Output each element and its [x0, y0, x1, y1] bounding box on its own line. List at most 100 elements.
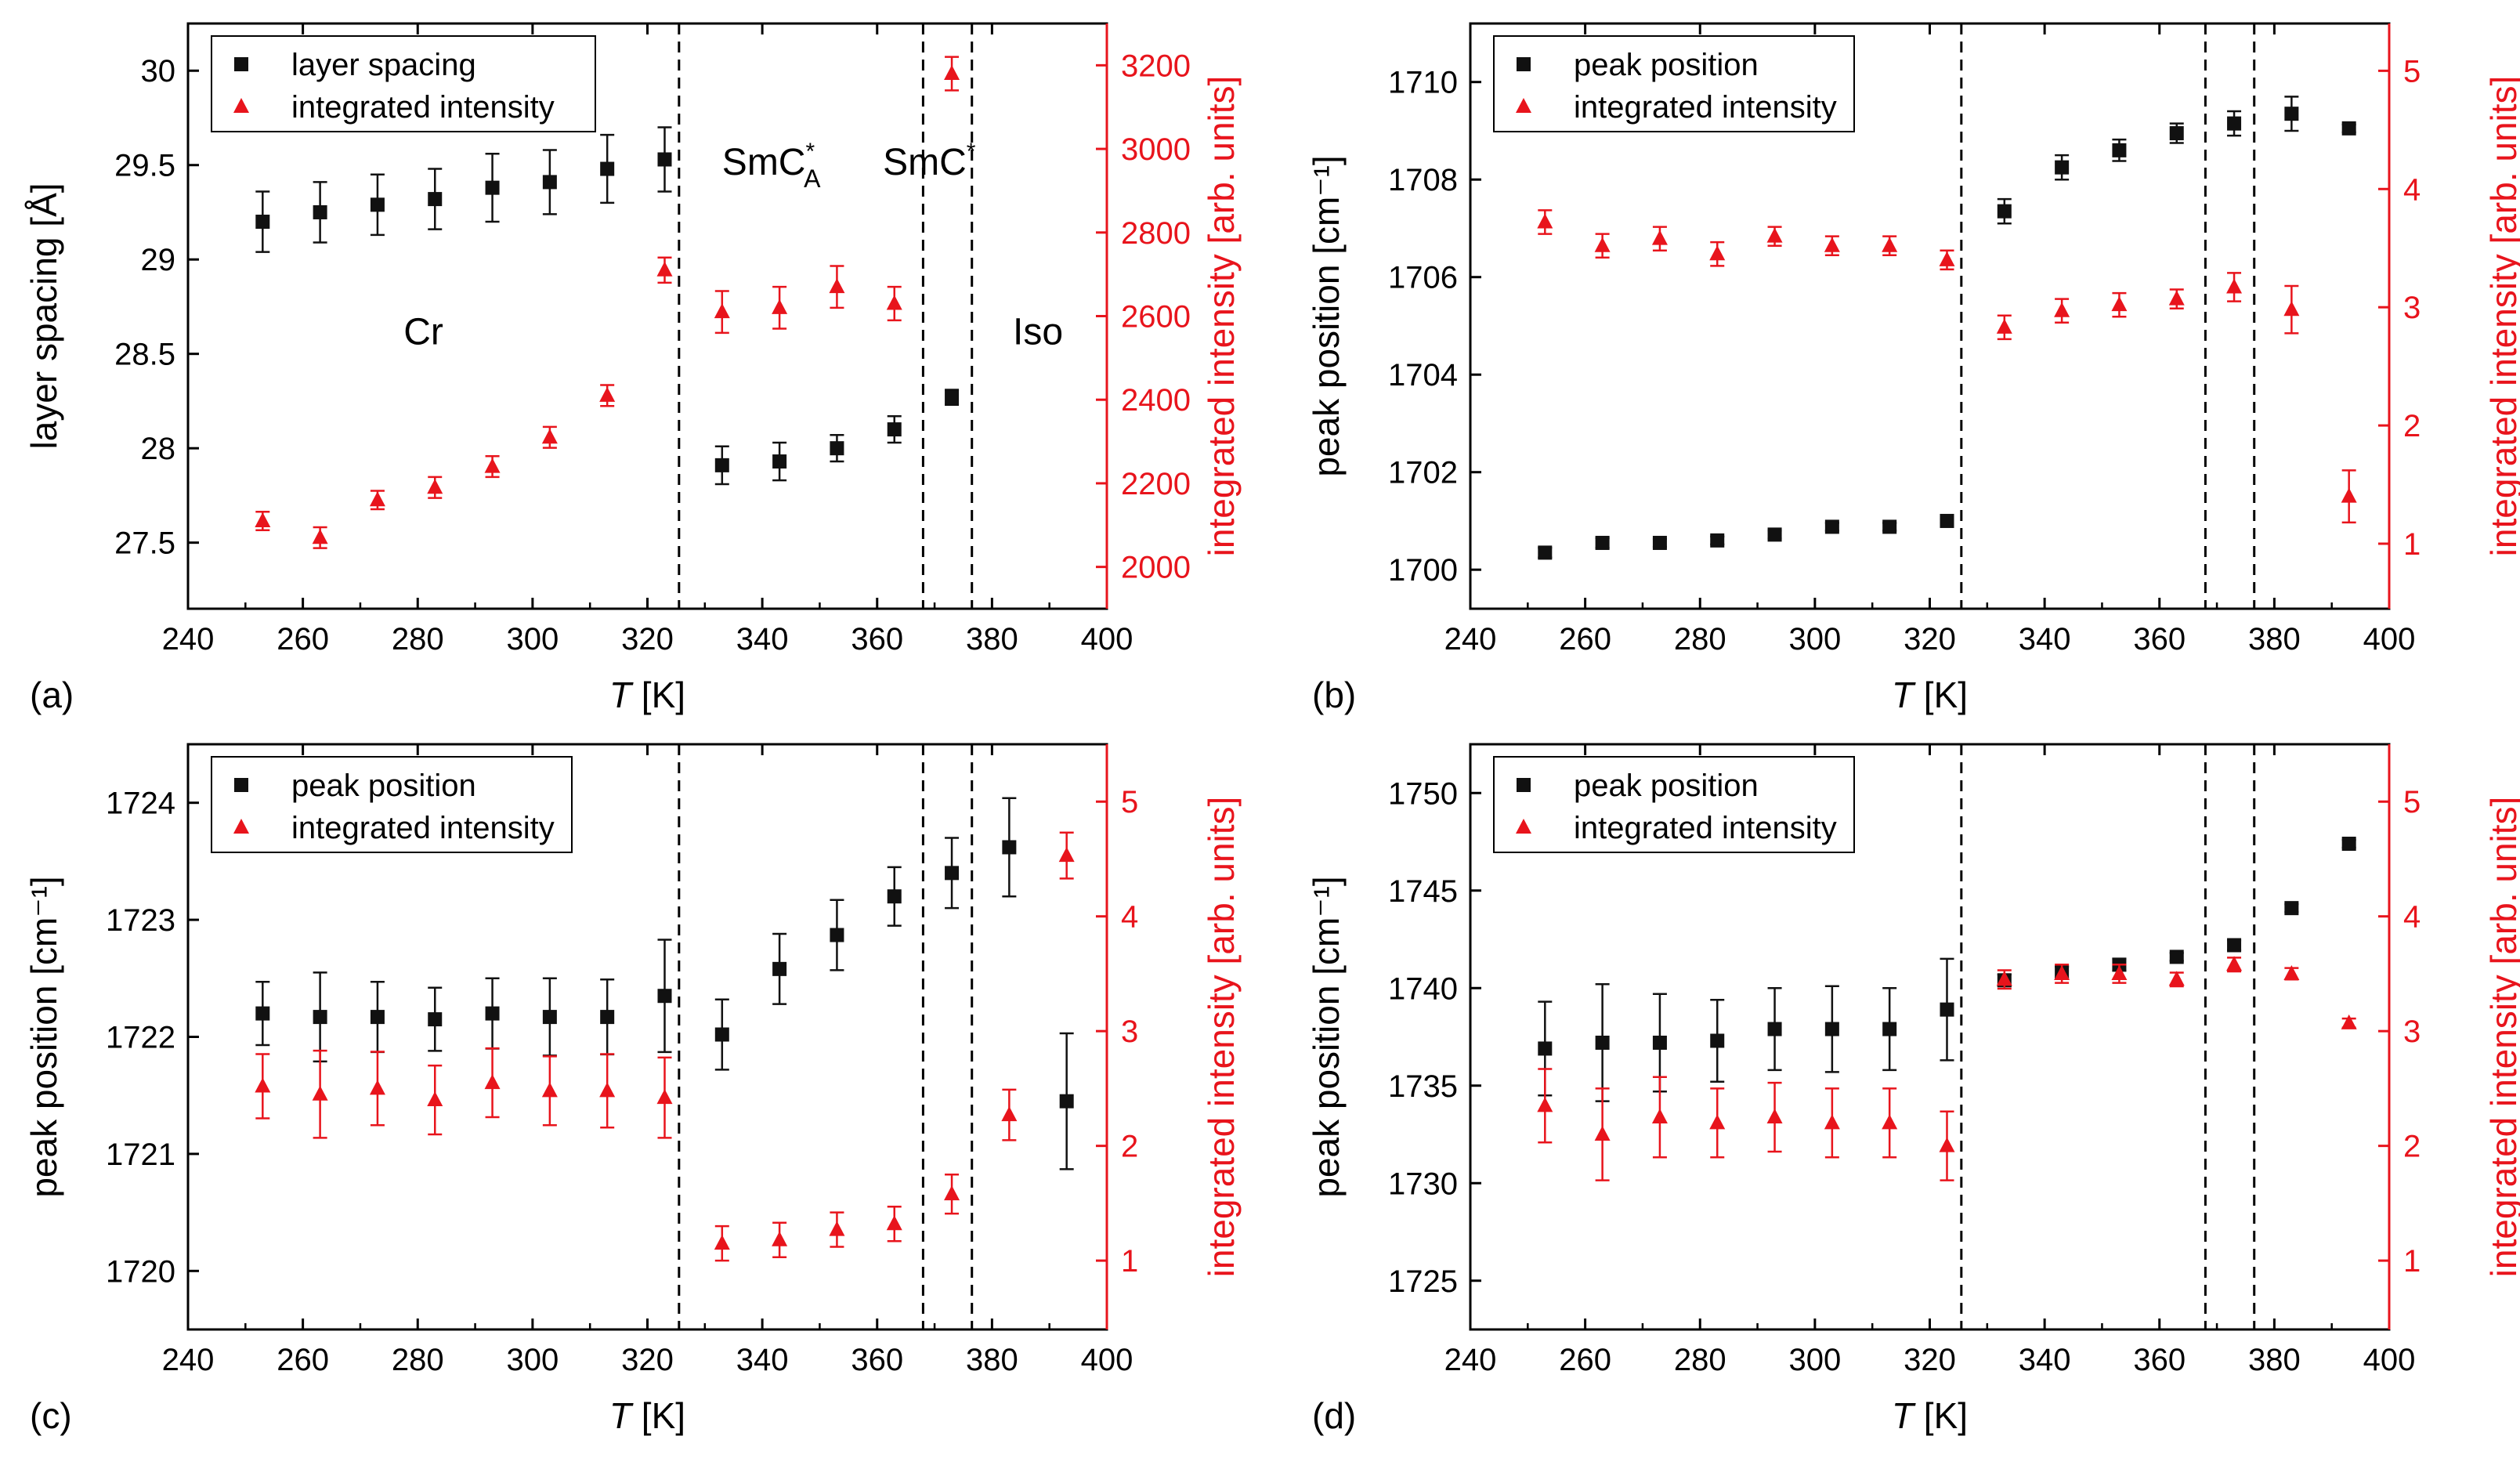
data-point-triangle	[1882, 237, 1898, 252]
data-point-triangle	[886, 295, 902, 310]
y-left-tick-label: 1750	[1388, 776, 1458, 811]
data-point-square	[1059, 1094, 1074, 1109]
data-point-triangle	[944, 65, 960, 81]
y-left-tick-label: 1745	[1388, 874, 1458, 909]
data-point-square	[370, 1010, 385, 1025]
x-tick-label: 260	[1559, 1343, 1611, 1377]
data-point-triangle	[369, 1080, 385, 1095]
y-left-tick-label: 1725	[1388, 1264, 1458, 1299]
data-point-triangle	[944, 1185, 960, 1201]
data-point-square	[428, 1012, 443, 1027]
panel-a: 240 260 280 300 320 340 360 380 400 T [K] (a) 27.5 2…	[24, 22, 1242, 715]
data-point-triangle	[2283, 964, 2300, 980]
panel-d: 240 260 280 300 320 340 360 380 400 T [K] (d) 1725 1…	[1306, 743, 2520, 1436]
x-tick-label: 300	[507, 622, 559, 657]
y-right-tick-label: 1	[1121, 1244, 1138, 1279]
annotation-smc-base: SmC	[883, 142, 967, 183]
data-point-triangle	[541, 429, 558, 444]
data-point-triangle	[2283, 301, 2300, 317]
legend-marker-square	[234, 57, 248, 71]
data-point-square	[772, 961, 787, 976]
y-left-tick-label: 1708	[1388, 163, 1458, 197]
data-point-square	[2055, 160, 2070, 175]
data-point-square	[542, 175, 557, 190]
data-point-triangle	[656, 261, 673, 277]
data-point-triangle	[541, 1082, 558, 1098]
data-point-triangle	[2054, 302, 2070, 317]
legend-marker-square	[1517, 57, 1531, 71]
y-left-tick-label: 1721	[106, 1138, 175, 1172]
y-left-tick-label: 1706	[1388, 261, 1458, 295]
legend-marker-triangle	[1516, 98, 1531, 113]
y-right-tick-label: 4	[1121, 900, 1138, 935]
legend-marker-triangle	[233, 98, 249, 113]
x-tick-label: 240	[162, 622, 215, 657]
data-point-triangle	[1824, 1114, 1840, 1130]
y-left-tick-label: 28	[141, 432, 176, 466]
data-point-square	[1824, 1022, 1839, 1036]
annotation-smca-base: SmC	[722, 142, 806, 183]
data-point-triangle	[1766, 227, 1783, 243]
y-right-tick-label: 3000	[1121, 132, 1191, 167]
y-left-tick-label: 1723	[106, 903, 175, 938]
x-axis-title: T [K]	[609, 675, 685, 715]
legend-label: layer spacing	[291, 48, 476, 82]
data-point-triangle	[255, 512, 271, 527]
y-right-tick-label: 2600	[1121, 300, 1191, 335]
x-tick-label: 320	[621, 622, 674, 657]
x-tick-label: 340	[2019, 622, 2071, 657]
data-point-triangle	[255, 1077, 271, 1093]
data-point-triangle	[2111, 296, 2128, 312]
data-point-square	[485, 1006, 500, 1021]
x-axis-symbol: T	[1892, 1395, 1916, 1436]
data-point-square	[2284, 107, 2299, 121]
x-axis-unit: [K]	[1914, 675, 1968, 715]
data-point-square	[1767, 527, 1782, 542]
x-axis-title: T [K]	[1892, 1395, 1968, 1436]
y-left-tick-label: 1740	[1388, 971, 1458, 1006]
data-point-triangle	[1709, 245, 1726, 261]
data-point-square	[887, 889, 902, 904]
data-point-square	[313, 1010, 327, 1025]
x-tick-label: 260	[277, 1343, 329, 1377]
legend-box	[1493, 35, 1855, 132]
panel-label: (c)	[30, 1395, 72, 1436]
data-point-square	[887, 422, 902, 437]
y-left-axis-title: layer spacing [Å]	[24, 183, 64, 449]
data-point-square	[945, 866, 960, 881]
x-tick-label: 360	[851, 1343, 903, 1377]
data-point-square	[370, 197, 385, 212]
data-point-square	[1767, 1022, 1782, 1036]
x-tick-label: 360	[851, 622, 903, 657]
data-point-triangle	[1882, 1114, 1898, 1130]
data-point-triangle	[427, 479, 443, 494]
data-point-square	[2341, 836, 2356, 851]
y-left-tick-label: 30	[141, 54, 176, 89]
x-tick-label: 280	[392, 622, 444, 657]
annotation-smca: SmC* A	[722, 139, 821, 193]
y-left-tick-label: 1735	[1388, 1069, 1458, 1104]
y-left-tick-label: 1700	[1388, 553, 1458, 588]
x-axis-unit: [K]	[631, 675, 685, 715]
y-right-tick-label: 1	[2403, 527, 2421, 562]
data-point-triangle	[1594, 1126, 1611, 1141]
data-point-triangle	[2226, 278, 2243, 294]
x-tick-label: 260	[1559, 622, 1611, 657]
data-point-triangle	[1651, 1109, 1668, 1124]
x-tick-label: 400	[1081, 622, 1133, 657]
data-point-square	[2284, 901, 2299, 916]
y-right-tick-label: 1	[2403, 1244, 2421, 1279]
legend-marker-triangle	[1516, 819, 1531, 834]
data-point-square	[2169, 950, 2184, 964]
x-tick-label: 380	[966, 622, 1018, 657]
data-point-square	[485, 180, 500, 195]
x-tick-label: 280	[1674, 622, 1726, 657]
y-right-axis-title: integrated intensity [arb. units]	[2483, 797, 2520, 1278]
y-left-axis-title: peak position [cm⁻¹]	[1306, 155, 1347, 476]
annotation-smc: SmC*	[883, 139, 976, 183]
data-point-square	[1652, 535, 1667, 550]
y-right-tick-label: 3	[2403, 291, 2421, 325]
x-axis-title: T [K]	[609, 1395, 685, 1436]
data-point-square	[1940, 513, 1954, 528]
data-point-square	[657, 989, 672, 1004]
